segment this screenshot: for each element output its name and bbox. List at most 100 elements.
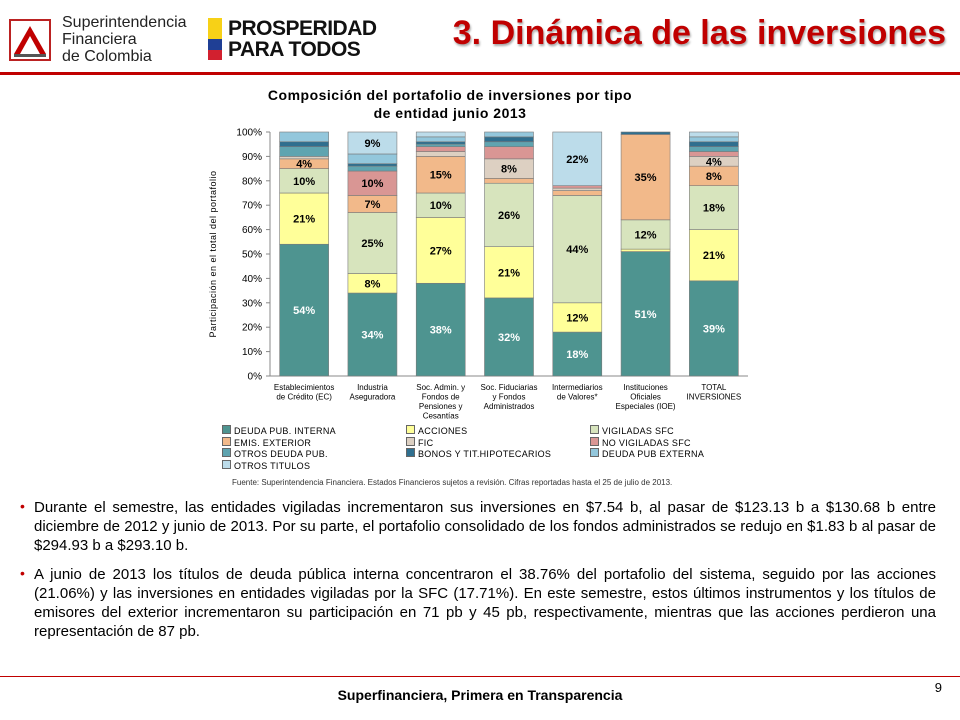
bar-segment bbox=[484, 146, 534, 160]
bar-segment bbox=[689, 131, 739, 138]
data-label: 8% bbox=[364, 278, 380, 290]
bar-segment bbox=[347, 212, 398, 274]
x-category-label: y Fondos bbox=[493, 393, 526, 402]
x-category-label: Especiales (IOE) bbox=[616, 402, 676, 411]
legend-label: NO VIGILADAS SFC bbox=[602, 437, 691, 448]
bar-segment bbox=[484, 141, 534, 147]
legend-label: FIC bbox=[418, 437, 434, 448]
data-label: 27% bbox=[430, 245, 452, 257]
bar-segment bbox=[689, 185, 739, 230]
x-category-label: Industria bbox=[357, 383, 388, 392]
bullet-item: • A junio de 2013 los títulos de deuda p… bbox=[20, 565, 936, 641]
bar-segment bbox=[484, 136, 534, 143]
data-label: 21% bbox=[293, 214, 315, 226]
y-tick-label: 80% bbox=[242, 176, 262, 187]
sfc-emblem-icon bbox=[9, 19, 51, 61]
bar-segment bbox=[415, 151, 466, 157]
bar-segment bbox=[415, 192, 466, 218]
bar-segment bbox=[689, 280, 739, 377]
x-category-label: de Crédito (EC) bbox=[276, 393, 332, 402]
x-category-label: Oficiales bbox=[630, 393, 661, 402]
legend-item: ACCIONES bbox=[406, 425, 467, 436]
x-category-label: Cesantías bbox=[423, 412, 459, 421]
org-name-line: de Colombia bbox=[62, 48, 152, 65]
bar-segment bbox=[415, 141, 466, 145]
legend-label: DEUDA PUB EXTERNA bbox=[602, 449, 705, 459]
legend-label: OTROS DEUDA PUB. bbox=[234, 449, 328, 459]
bar-segment bbox=[552, 131, 603, 186]
bullet-text: A junio de 2013 los títulos de deuda púb… bbox=[34, 566, 936, 640]
data-label: 22% bbox=[566, 154, 588, 166]
bar-segment bbox=[484, 131, 534, 138]
data-label: 4% bbox=[706, 156, 722, 168]
bar-segment bbox=[347, 292, 398, 377]
y-tick-label: 40% bbox=[242, 274, 262, 285]
bar-segment bbox=[279, 146, 329, 157]
x-category-label: Administrados bbox=[484, 402, 535, 411]
bar-segment bbox=[279, 168, 329, 194]
legend-item: OTROS DEUDA PUB. bbox=[222, 448, 328, 459]
data-label: 10% bbox=[293, 176, 315, 188]
y-tick-label: 30% bbox=[242, 298, 262, 309]
data-label: 34% bbox=[361, 330, 383, 342]
legend-label: ACCIONES bbox=[418, 426, 468, 436]
x-category-label: Pensiones y bbox=[419, 402, 463, 411]
slide-title: 3. Dinámica de las inversiones bbox=[452, 14, 946, 52]
bar-segment bbox=[484, 246, 534, 299]
bar-segment bbox=[279, 156, 329, 160]
legend-swatch bbox=[222, 436, 231, 446]
slogan-line: PARA TODOS bbox=[228, 38, 361, 61]
source-note: Fuente: Superintendencia Financiera. Est… bbox=[232, 478, 673, 487]
colombia-flag-icon bbox=[208, 18, 222, 60]
bar-segment bbox=[484, 178, 534, 184]
legend-item: FIC bbox=[406, 436, 434, 448]
legend-swatch bbox=[222, 425, 231, 434]
x-category-label: Fondos de bbox=[422, 393, 460, 402]
footer-divider bbox=[0, 676, 960, 677]
legend-swatch bbox=[590, 436, 599, 446]
stacked-bar-chart: 0% 10% 20% 30% 40% 50% 60% 70% 80% 90% 100% Partici… bbox=[208, 128, 748, 421]
bar-segment bbox=[552, 190, 603, 196]
data-label: 21% bbox=[498, 267, 520, 279]
y-tick-label: 20% bbox=[242, 323, 262, 334]
bullet-list: • Durante el semestre, las entidades vig… bbox=[20, 498, 936, 651]
bar-segment bbox=[279, 141, 329, 147]
bar-segment bbox=[347, 163, 398, 167]
legend-label: OTROS TITULOS bbox=[234, 460, 311, 471]
bar-segment bbox=[620, 251, 671, 377]
page-number: 9 bbox=[934, 680, 942, 695]
bar-segment bbox=[347, 170, 398, 196]
bullet-item: • Durante el semestre, las entidades vig… bbox=[20, 498, 936, 555]
bar-segment bbox=[279, 192, 329, 245]
data-label: 8% bbox=[501, 164, 517, 176]
data-label: 38% bbox=[430, 325, 452, 337]
x-category-label: Intermediarios bbox=[552, 383, 603, 392]
legend-swatch bbox=[406, 436, 415, 446]
bar-segment bbox=[347, 165, 398, 172]
data-label: 26% bbox=[498, 210, 520, 222]
legend-label: DEUDA PUB. INTERNA bbox=[234, 426, 336, 436]
bar-segment bbox=[689, 151, 739, 157]
bar-segment bbox=[552, 185, 603, 189]
bullet-text: Durante el semestre, las entidades vigil… bbox=[34, 499, 936, 554]
data-label: 4% bbox=[296, 159, 312, 171]
org-name-line: Financiera bbox=[62, 31, 137, 48]
title-divider bbox=[0, 72, 960, 75]
y-tick-label: 100% bbox=[236, 128, 262, 139]
legend-item: OTROS TITULOS bbox=[222, 459, 311, 471]
bar-segment bbox=[552, 302, 603, 333]
data-label: 35% bbox=[635, 172, 657, 184]
legend-swatch bbox=[406, 448, 415, 457]
bar-segment bbox=[415, 143, 466, 147]
y-tick-label: 70% bbox=[242, 201, 262, 212]
sfc-logo-text: Superintendencia Financiera de Colombia bbox=[62, 14, 187, 65]
x-category-label: TOTAL bbox=[701, 383, 727, 392]
y-tick-label: 0% bbox=[248, 372, 263, 383]
x-category-label: Establecimientos bbox=[274, 383, 334, 392]
slogan-line: PROSPERIDAD bbox=[228, 17, 377, 40]
bar-segment bbox=[689, 141, 739, 147]
data-label: 54% bbox=[293, 305, 315, 317]
prosperidad-logo: PROSPERIDAD PARA TODOS bbox=[208, 16, 377, 64]
legend-item: DEUDA PUB. INTERNA bbox=[222, 425, 336, 436]
bar-segment bbox=[415, 131, 466, 138]
